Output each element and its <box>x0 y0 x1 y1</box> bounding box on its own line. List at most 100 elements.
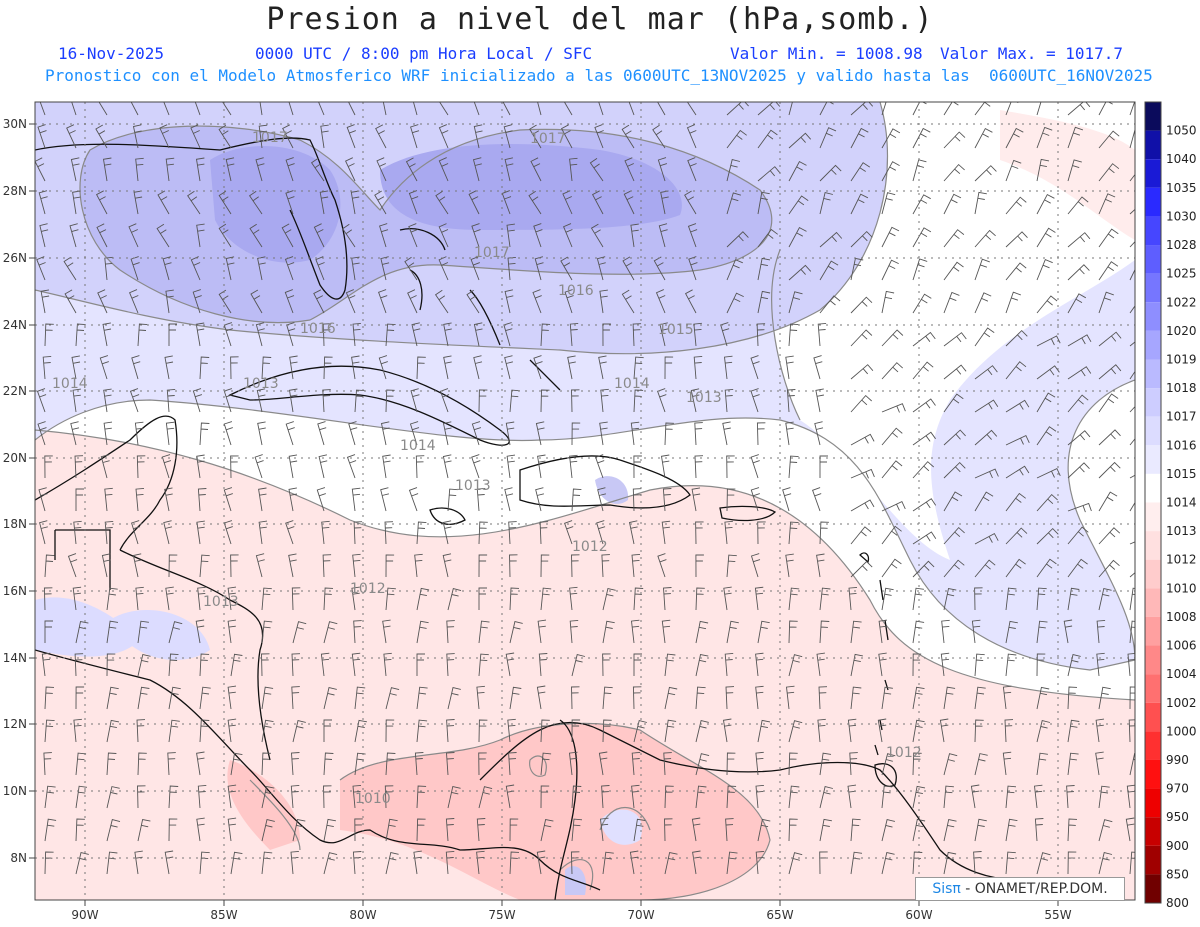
wind-barb <box>912 227 932 248</box>
wind-barb <box>1129 128 1135 149</box>
wind-barb <box>156 223 170 248</box>
wind-barb <box>819 192 834 215</box>
wind-barb <box>813 355 823 380</box>
wind-barb <box>476 818 486 842</box>
colorbar-label: 1002 <box>1166 696 1197 710</box>
contour-label: 1015 <box>658 322 694 338</box>
wind-barb <box>509 818 519 842</box>
wind-barb <box>599 289 608 314</box>
wind-barb <box>199 554 210 578</box>
wind-barb <box>505 421 515 446</box>
lat-label: 22N <box>3 384 27 398</box>
wind-barb <box>218 190 232 215</box>
lat-label: 20N <box>3 451 27 465</box>
wind-barb <box>281 223 294 248</box>
wind-barb <box>43 752 52 776</box>
wind-barb <box>658 223 668 248</box>
wind-barb <box>320 124 329 149</box>
wind-barb <box>722 421 731 446</box>
colorbar-legend: 1050 1040 1035 1030 1028 1025 1022 1020 1019 1018… <box>1144 101 1197 910</box>
wind-barb <box>285 157 295 182</box>
wind-barb <box>70 421 80 446</box>
wind-barb <box>195 619 205 644</box>
contour-label: 1012 <box>350 581 386 597</box>
wind-barb <box>44 851 54 875</box>
wind-barb <box>529 124 542 149</box>
wind-barb <box>695 753 710 776</box>
wind-barb <box>726 620 739 644</box>
wind-barb <box>726 102 749 116</box>
wind-barb <box>757 166 781 182</box>
wind-barb <box>720 322 730 347</box>
wind-barb <box>1005 196 1027 215</box>
wind-barb <box>664 719 677 743</box>
wind-barb <box>438 223 449 248</box>
colorbar-label: 1016 <box>1166 438 1197 452</box>
wind-barb <box>974 468 999 479</box>
wind-barb <box>132 553 142 578</box>
wind-barb <box>504 355 514 380</box>
wind-barb <box>137 752 147 776</box>
sispi-logo: Sisπ <box>932 881 961 897</box>
wind-barb <box>881 128 901 149</box>
wind-barb <box>695 720 709 743</box>
wind-barb <box>43 587 53 611</box>
wind-barb <box>348 421 358 446</box>
wind-barb <box>819 455 828 478</box>
wind-barb <box>632 488 642 512</box>
wind-barb <box>476 850 485 875</box>
wind-barb <box>695 620 709 644</box>
wind-barb <box>695 785 707 809</box>
wind-barb <box>1096 619 1106 644</box>
wind-barb <box>292 720 306 743</box>
wind-barb <box>943 131 966 149</box>
colorbar-label: 1022 <box>1166 295 1197 309</box>
wind-barb <box>102 322 112 347</box>
wind-barb <box>374 190 387 215</box>
wind-barb <box>912 461 934 479</box>
wind-barb <box>943 332 967 347</box>
wind-barb <box>788 620 798 644</box>
wind-barb <box>323 752 334 776</box>
wind-barb <box>323 785 332 809</box>
wind-barb <box>943 753 958 776</box>
wind-barb <box>600 388 609 413</box>
wind-barb <box>1098 527 1121 545</box>
wind-barb <box>310 157 325 182</box>
wind-barb <box>819 786 834 809</box>
wind-barb <box>129 289 139 314</box>
wind-barb <box>137 653 151 677</box>
lon-label: 55W <box>1044 908 1071 922</box>
colorbar-swatch <box>1145 102 1161 131</box>
colorbar-label: 1028 <box>1166 238 1197 252</box>
wind-barb <box>657 102 666 116</box>
wind-barb <box>782 487 792 512</box>
wind-barb <box>385 752 396 776</box>
wind-barb <box>881 525 902 545</box>
wind-barb <box>850 329 873 347</box>
wind-barb <box>416 521 427 545</box>
wind-barb <box>1036 365 1060 380</box>
wind-barb <box>416 818 426 842</box>
wind-barb <box>75 752 87 776</box>
wind-barb <box>106 752 117 776</box>
wind-barb <box>940 652 950 677</box>
wind-barb <box>1005 587 1017 611</box>
wind-barb <box>785 553 794 578</box>
wind-barb <box>471 454 481 479</box>
wind-barb <box>508 752 517 776</box>
wind-barb <box>446 752 455 776</box>
lon-label: 90W <box>71 908 98 922</box>
lat-label: 28N <box>3 184 27 198</box>
wind-barb <box>726 785 737 809</box>
wind-barb <box>943 193 962 215</box>
wind-barb <box>258 520 268 545</box>
wind-barb <box>695 521 704 545</box>
wind-barb <box>1098 491 1118 512</box>
wind-barb <box>912 560 935 578</box>
wind-barb <box>788 852 803 875</box>
wind-barb <box>443 355 452 380</box>
wind-barb <box>74 455 84 479</box>
wind-barb <box>196 454 205 479</box>
plot-frame <box>34 101 1136 901</box>
